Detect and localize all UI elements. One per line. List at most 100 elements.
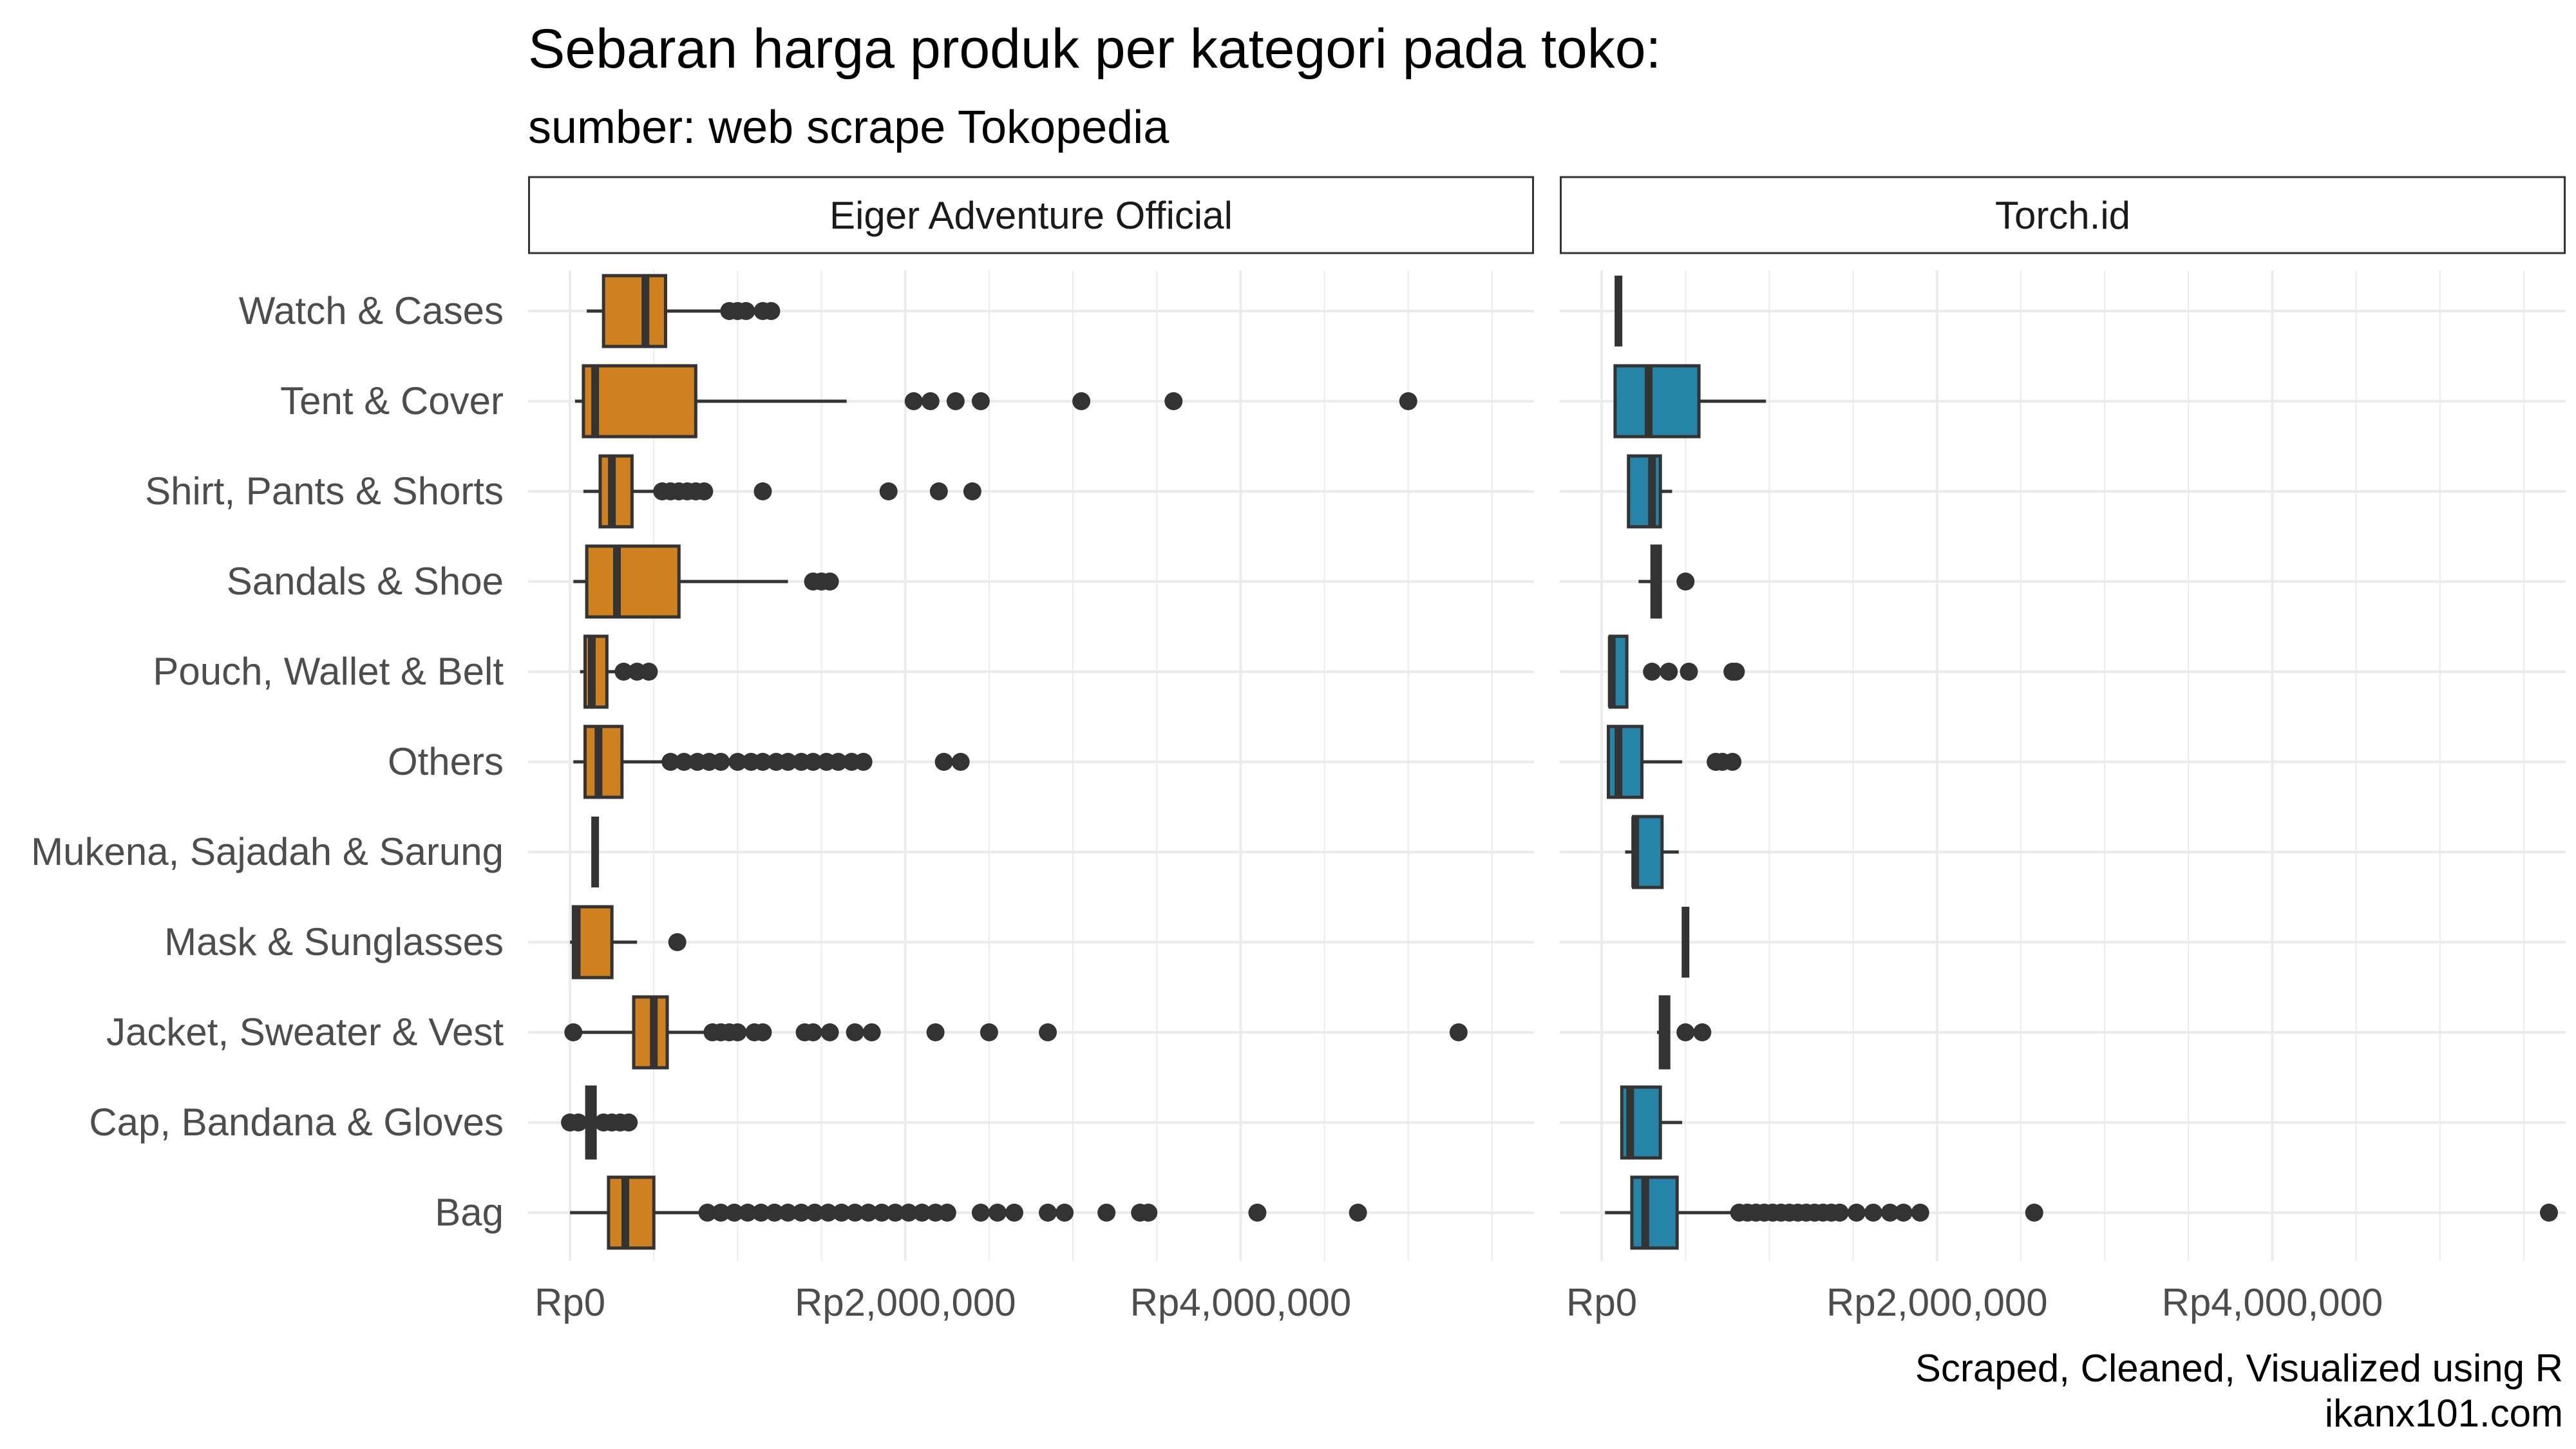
outlier-point: [820, 1023, 839, 1041]
outlier-point: [2025, 1204, 2043, 1222]
facet-panel-eiger-adventure-official: Eiger Adventure Official Rp0 Rp2,000,000 Rp…: [528, 176, 1534, 1324]
x-tick-label: Rp0: [535, 1281, 605, 1324]
box-iqr: [582, 364, 697, 439]
outlier-point: [988, 1204, 1007, 1222]
outlier-point: [569, 1113, 588, 1132]
outlier-point: [753, 753, 772, 771]
facet-strip-label-torch-id: Torch.id: [1995, 194, 2130, 237]
outlier-point: [1864, 1204, 1882, 1222]
outlier-point: [829, 753, 848, 771]
outlier-point: [1399, 392, 1417, 410]
chart-subtitle: sumber: web scrape Tokopedia: [528, 102, 1170, 153]
outlier-point: [1039, 1023, 1057, 1041]
outlier-point: [980, 1023, 998, 1041]
outlier-point: [668, 933, 687, 951]
category-label-bag: Bag: [435, 1191, 504, 1234]
boxplot-eiger-adventure-official-others: [573, 724, 970, 799]
boxplot-torch-id-cap-bandana-and-gloves: [1620, 1085, 1683, 1160]
outlier-point: [1039, 1204, 1057, 1222]
outlier-point: [1911, 1204, 1929, 1222]
outlier-point: [564, 1023, 583, 1041]
outlier-point: [792, 1204, 811, 1222]
outlier-point: [951, 753, 970, 771]
outlier-point: [1349, 1204, 1367, 1222]
outlier-point: [1847, 1204, 1866, 1222]
outlier-point: [904, 392, 923, 410]
outlier-point: [728, 1023, 747, 1041]
facet-panel-torch-id: Torch.id Rp0 Rp2,000,000 Rp4,000,000: [1560, 176, 2566, 1324]
category-label-jacket-sweater-and-vest: Jacket, Sweater & Vest: [106, 1010, 504, 1054]
box-iqr: [601, 274, 667, 348]
boxplot-torch-id-others: [1606, 724, 1742, 799]
outlier-point: [1643, 663, 1662, 681]
caption-line-1: Scraped, Cleaned, Visualized using R: [1915, 1347, 2563, 1390]
outlier-point: [1880, 1204, 1899, 1222]
outlier-point: [1830, 1204, 1849, 1222]
outlier-point: [1680, 663, 1698, 681]
outlier-point: [1676, 573, 1695, 591]
outlier-point: [846, 1023, 864, 1041]
outlier-point: [753, 1023, 772, 1041]
facet-strip-eiger-adventure-official: [528, 176, 1534, 254]
outlier-point: [819, 1204, 837, 1222]
boxplot-eiger-adventure-official-sandals-and-shoe: [573, 544, 839, 619]
outlier-point: [1097, 1204, 1116, 1222]
facet-strip-label-eiger-adventure-official: Eiger Adventure Official: [829, 194, 1233, 237]
outlier-point: [926, 1023, 945, 1041]
outlier-point: [765, 1204, 784, 1222]
outlier-point: [1072, 392, 1091, 410]
outlier-point: [728, 753, 747, 771]
outlier-point: [753, 482, 772, 500]
outlier-point: [929, 482, 948, 500]
boxplot-torch-id-jacket-sweater-and-vest: [1656, 995, 1712, 1070]
x-tick-label: Rp2,000,000: [795, 1281, 1016, 1324]
category-label-watch-and-cases: Watch & Cases: [239, 289, 504, 332]
category-label-tent-and-cover: Tent & Cover: [280, 379, 504, 422]
outlier-point: [725, 1204, 744, 1222]
category-label-pouch-wallet-and-belt: Pouch, Wallet & Belt: [153, 650, 504, 693]
outlier-point: [779, 753, 797, 771]
outlier-point: [675, 753, 694, 771]
outlier-point: [1005, 1204, 1023, 1222]
outlier-point: [752, 1204, 770, 1222]
category-label-mask-and-sunglasses: Mask & Sunglasses: [164, 920, 504, 963]
outlier-point: [762, 302, 781, 320]
outlier-point: [886, 1204, 905, 1222]
facet-panels: Watch & Cases Tent & Cover Shirt, Pants & …: [31, 176, 2566, 1324]
outlier-point: [639, 663, 658, 681]
box-iqr: [598, 454, 634, 529]
outlier-point: [963, 482, 981, 500]
boxplot-torch-id-tent-and-cover: [1613, 364, 1766, 439]
outlier-point: [938, 1204, 956, 1222]
outlier-point: [779, 1204, 797, 1222]
boxplot-torch-id-pouch-wallet-and-belt: [1607, 634, 1745, 709]
outlier-point: [712, 753, 730, 771]
boxplot-eiger-adventure-official-pouch-wallet-and-belt: [580, 634, 658, 709]
boxplot-torch-id-bag: [1605, 1175, 2558, 1250]
outlier-point: [854, 753, 873, 771]
outlier-point: [921, 392, 940, 410]
boxplot-torch-id-mukena-sajadah-and-sarung: [1625, 815, 1679, 889]
box-iqr: [583, 724, 624, 799]
outlier-point: [1248, 1204, 1267, 1222]
boxplot-eiger-adventure-official-bag: [570, 1175, 1367, 1250]
outlier-point: [832, 1204, 851, 1222]
outlier-point: [899, 1204, 918, 1222]
outlier-point: [971, 1204, 990, 1222]
x-tick-label: Rp4,000,000: [2162, 1281, 2383, 1324]
outlier-point: [806, 1204, 824, 1222]
outlier-point: [737, 302, 755, 320]
outlier-point: [804, 1023, 822, 1041]
outlier-point: [820, 573, 839, 591]
outlier-point: [913, 1204, 931, 1222]
outlier-point: [879, 482, 898, 500]
box-iqr: [1606, 724, 1644, 799]
outlier-point: [873, 1204, 891, 1222]
x-tick-label: Rp4,000,000: [1130, 1281, 1352, 1324]
boxplot-eiger-adventure-official-tent-and-cover: [574, 364, 1417, 439]
outlier-point: [1164, 392, 1183, 410]
outlier-point: [1449, 1023, 1468, 1041]
category-label-sandals-and-shoe: Sandals & Shoe: [227, 560, 504, 603]
facet-strip-torch-id: [1560, 176, 2566, 254]
